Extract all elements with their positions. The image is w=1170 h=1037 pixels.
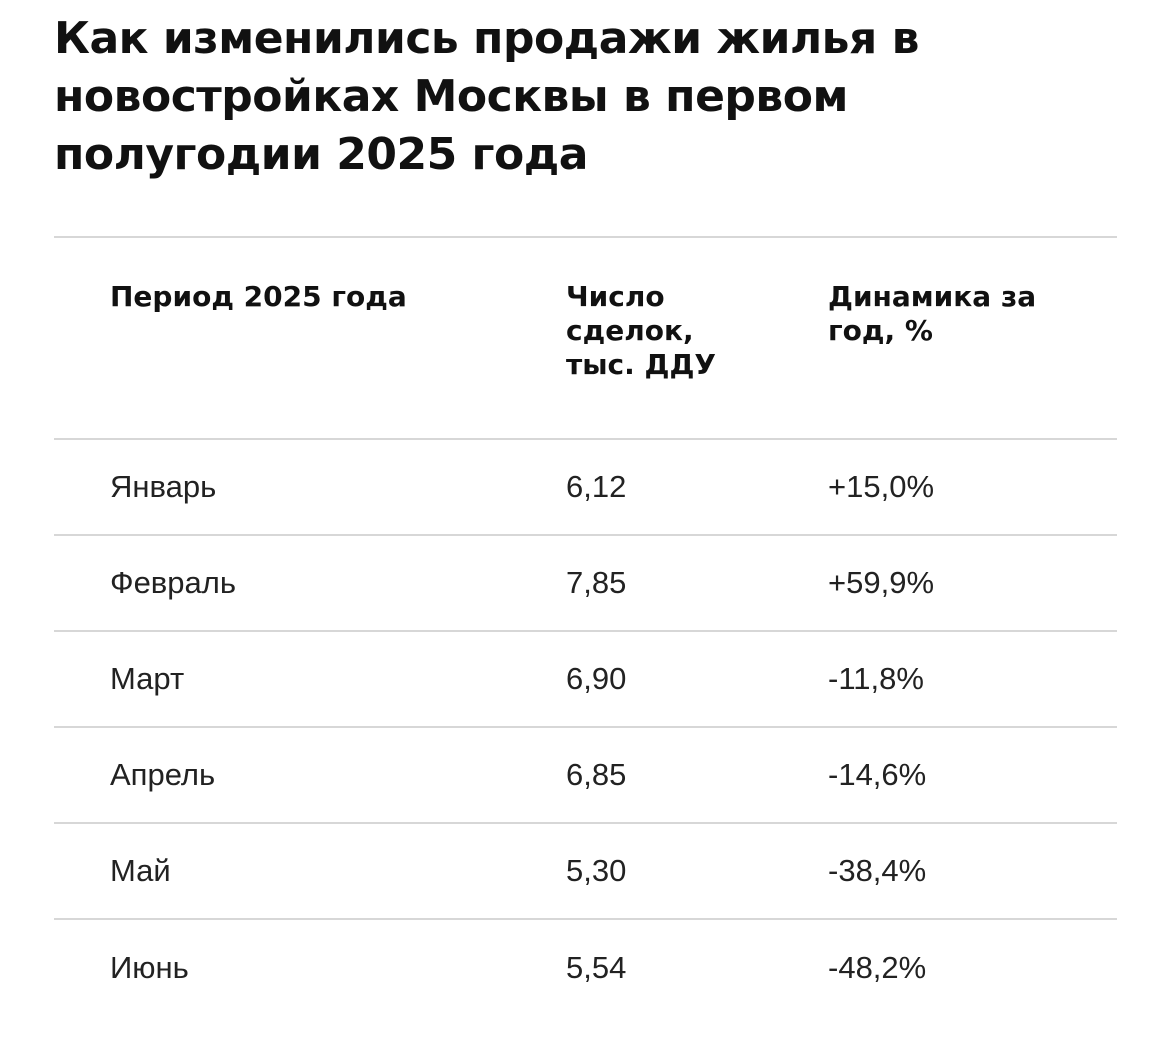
sales-table-container: Период 2025 года Число сделок, тыс. ДДУ …: [54, 236, 1117, 1015]
chart-title: Как изменились продажи жилья в новострой…: [54, 13, 919, 180]
cell-deals: 7,85: [566, 565, 627, 600]
header-period: Период 2025 года: [54, 237, 566, 439]
table-header-row: Период 2025 года Число сделок, тыс. ДДУ …: [54, 237, 1117, 439]
cell-period: Май: [110, 853, 171, 888]
header-change-label: Динамика за год, %: [828, 280, 1037, 347]
header-period-label: Период 2025 года: [110, 280, 407, 313]
cell-deals: 6,85: [566, 757, 627, 792]
cell-deals: 6,12: [566, 469, 627, 504]
table-row: Январь 6,12 +15,0%: [54, 439, 1117, 535]
cell-period: Февраль: [110, 565, 236, 600]
table-row: Май 5,30 -38,4%: [54, 823, 1117, 919]
cell-deals: 5,30: [566, 853, 627, 888]
cell-change: -11,8%: [828, 661, 924, 696]
header-change: Динамика за год, %: [828, 237, 1117, 439]
table-row: Июнь 5,54 -48,2%: [54, 919, 1117, 1015]
cell-change: -48,2%: [828, 949, 927, 985]
header-deals: Число сделок, тыс. ДДУ: [566, 237, 828, 439]
sales-table: Период 2025 года Число сделок, тыс. ДДУ …: [54, 236, 1117, 1015]
cell-period: Январь: [110, 469, 217, 504]
cell-period: Апрель: [110, 757, 216, 792]
cell-change: -38,4%: [828, 853, 927, 888]
cell-period: Июнь: [110, 949, 189, 985]
cell-deals: 5,54: [566, 949, 627, 985]
cell-change: +15,0%: [828, 469, 935, 504]
table-body: Январь 6,12 +15,0% Февраль 7,85 +59,9% Март 6,9…: [54, 439, 1117, 1015]
header-deals-label: Число сделок, тыс. ДДУ: [566, 280, 716, 381]
cell-change: -14,6%: [828, 757, 927, 792]
table-row: Апрель 6,85 -14,6%: [54, 727, 1117, 823]
table-row: Февраль 7,85 +59,9%: [54, 535, 1117, 631]
cell-period: Март: [110, 661, 185, 696]
cell-deals: 6,90: [566, 661, 627, 696]
cell-change: +59,9%: [828, 565, 935, 600]
table-row: Март 6,90 -11,8%: [54, 631, 1117, 727]
